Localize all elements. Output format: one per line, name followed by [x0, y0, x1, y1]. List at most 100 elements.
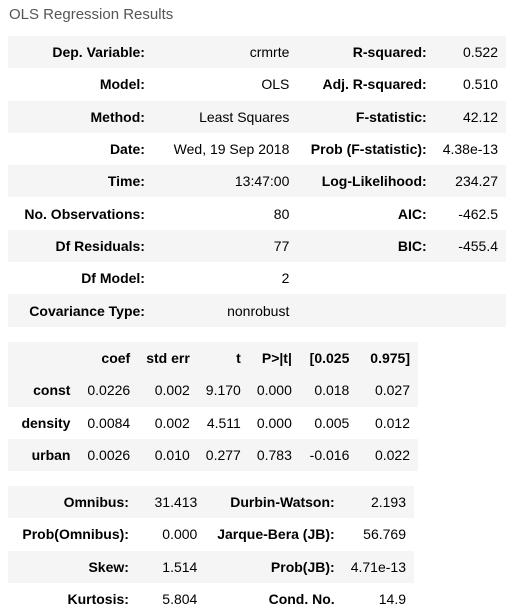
stat-label: No. Observations:	[8, 197, 153, 230]
stat-label: Df Model:	[8, 262, 153, 295]
stat-value: 0.522	[434, 36, 506, 69]
stat-value: 4.38e-13	[434, 132, 506, 166]
table-row: Prob(Omnibus): 0.000 Jarque-Bera (JB): 5…	[8, 518, 414, 551]
ci-lower: 0.018	[299, 374, 358, 407]
column-header: std err	[138, 342, 198, 375]
table-row: density 0.0084 0.002 4.511 0.000 0.005 0…	[8, 406, 418, 439]
table-row: Method: Least Squares F-statistic: 42.12	[8, 100, 506, 133]
stat-value: crmrte	[152, 36, 298, 69]
stat-value: Wed, 19 Sep 2018	[152, 132, 298, 166]
stat-value: 1.514	[136, 550, 206, 583]
stat-value: 2.193	[342, 486, 414, 519]
stat-value: 80	[152, 197, 298, 230]
stat-value: 0.000	[136, 518, 206, 551]
table-row: Model: OLS Adj. R-squared: 0.510	[8, 68, 506, 101]
stat-value: 42.12	[434, 100, 506, 133]
column-header: [0.025	[299, 342, 358, 375]
stat-label: Prob (F-statistic):	[297, 132, 435, 166]
std-err-value: 0.010	[138, 438, 198, 472]
variable-name: density	[8, 406, 79, 439]
stat-label: Log-Likelihood:	[297, 165, 435, 198]
stat-label: Skew:	[8, 550, 137, 583]
stat-label: Dep. Variable:	[8, 36, 153, 69]
ci-lower: -0.016	[299, 438, 358, 472]
stat-value: 5.804	[136, 582, 206, 615]
stat-label	[297, 294, 435, 327]
coef-value: 0.0084	[78, 406, 139, 439]
table-caption: OLS Regression Results	[9, 6, 174, 23]
stat-value	[434, 294, 506, 327]
stat-value: 4.71e-13	[342, 550, 414, 583]
t-value: 4.511	[197, 406, 249, 439]
stat-label: Model:	[8, 68, 153, 101]
table-row: Covariance Type: nonrobust	[8, 294, 506, 327]
coef-value: 0.0226	[78, 374, 139, 407]
stat-value: 77	[152, 229, 298, 263]
t-value: 0.277	[197, 438, 249, 472]
stat-label: R-squared:	[297, 36, 435, 69]
stat-value: Least Squares	[152, 100, 298, 133]
stat-value: -462.5	[434, 197, 506, 230]
stat-value: -455.4	[434, 229, 506, 263]
column-header: t	[197, 342, 249, 375]
stat-label: Date:	[8, 132, 153, 166]
ci-upper: 0.012	[357, 406, 418, 439]
stat-label: Time:	[8, 165, 153, 198]
coefficients-table: coef std err t P>|t| [0.025 0.975] const…	[8, 342, 418, 472]
table-row: const 0.0226 0.002 9.170 0.000 0.018 0.0…	[8, 374, 418, 407]
column-header: coef	[78, 342, 139, 375]
stat-label: Covariance Type:	[8, 294, 153, 327]
stat-label: Durbin-Watson:	[205, 486, 343, 519]
stat-label: Kurtosis:	[8, 582, 137, 615]
p-value: 0.783	[248, 438, 300, 472]
stat-label: Jarque-Bera (JB):	[205, 518, 343, 551]
stat-label: Prob(Omnibus):	[8, 518, 137, 551]
std-err-value: 0.002	[138, 406, 198, 439]
table-row: Df Model: 2	[8, 262, 506, 295]
variable-name: const	[8, 374, 79, 407]
stat-label: Adj. R-squared:	[297, 68, 435, 101]
stat-value: 234.27	[434, 165, 506, 198]
table-row: No. Observations: 80 AIC: -462.5	[8, 197, 506, 230]
coef-value: 0.0026	[78, 438, 139, 472]
column-header: 0.975]	[357, 342, 418, 375]
stat-label: Omnibus:	[8, 486, 137, 519]
stat-value	[434, 262, 506, 295]
diagnostics-table: Omnibus: 31.413 Durbin-Watson: 2.193 Pro…	[8, 486, 414, 615]
stat-value: OLS	[152, 68, 298, 101]
table-row: Kurtosis: 5.804 Cond. No. 14.9	[8, 582, 414, 615]
stat-value: 56.769	[342, 518, 414, 551]
p-value: 0.000	[248, 406, 300, 439]
column-header: P>|t|	[248, 342, 300, 375]
ci-lower: 0.005	[299, 406, 358, 439]
variable-name: urban	[8, 438, 79, 472]
summary-table: Dep. Variable: crmrte R-squared: 0.522 M…	[8, 36, 506, 327]
stat-label: F-statistic:	[297, 100, 435, 133]
stat-value: 31.413	[136, 486, 206, 519]
table-row: urban 0.0026 0.010 0.277 0.783 -0.016 0.…	[8, 438, 418, 472]
stat-label: Df Residuals:	[8, 229, 153, 263]
stat-value: 0.510	[434, 68, 506, 101]
stat-label: Prob(JB):	[205, 550, 343, 583]
table-row: Dep. Variable: crmrte R-squared: 0.522	[8, 36, 506, 69]
table-row: Date: Wed, 19 Sep 2018 Prob (F-statistic…	[8, 132, 506, 166]
stat-label: AIC:	[297, 197, 435, 230]
stat-label	[297, 262, 435, 295]
ci-upper: 0.022	[357, 438, 418, 472]
table-row: Df Residuals: 77 BIC: -455.4	[8, 229, 506, 263]
ci-upper: 0.027	[357, 374, 418, 407]
stat-value: 2	[152, 262, 298, 295]
table-row: Omnibus: 31.413 Durbin-Watson: 2.193	[8, 486, 414, 519]
table-row: Time: 13:47:00 Log-Likelihood: 234.27	[8, 165, 506, 198]
stat-label: BIC:	[297, 229, 435, 263]
table-header-row: coef std err t P>|t| [0.025 0.975]	[8, 342, 418, 375]
stat-label: Cond. No.	[205, 582, 343, 615]
column-header	[8, 342, 79, 375]
p-value: 0.000	[248, 374, 300, 407]
stat-label: Method:	[8, 100, 153, 133]
stat-value: nonrobust	[152, 294, 298, 327]
t-value: 9.170	[197, 374, 249, 407]
stat-value: 14.9	[342, 582, 414, 615]
stat-value: 13:47:00	[152, 165, 298, 198]
table-row: Skew: 1.514 Prob(JB): 4.71e-13	[8, 550, 414, 583]
